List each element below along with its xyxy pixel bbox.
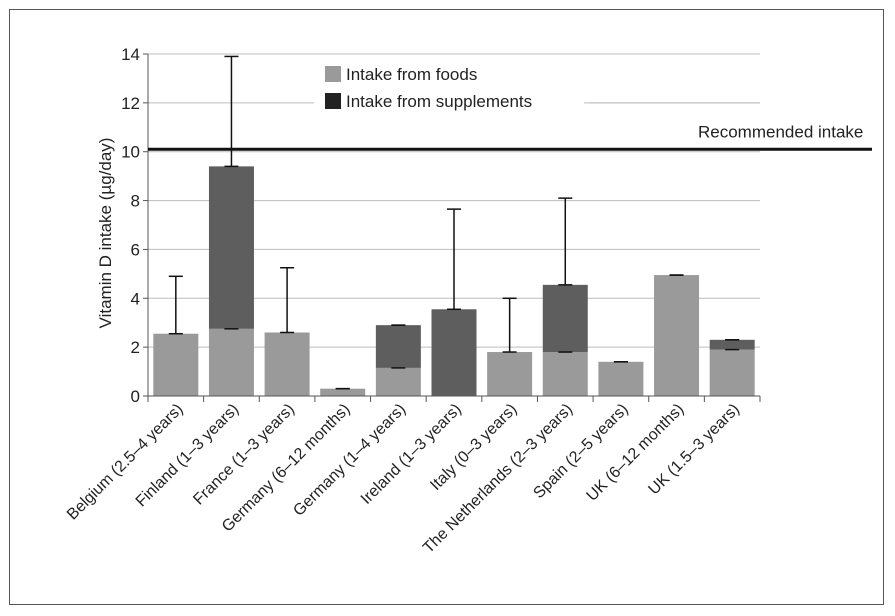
- x-tick-label: Germany (1–4 years): [290, 401, 409, 520]
- bar-foods-italy-0-3-years: [487, 352, 533, 396]
- x-tick-label: Spain (2–5 years): [530, 401, 631, 502]
- recommended-intake-label: Recommended intake: [698, 122, 863, 141]
- bar-foods-uk-1-5-3-years: [709, 349, 755, 396]
- legend: Intake from foods Intake from supplement…: [314, 58, 584, 116]
- bars: [153, 166, 755, 396]
- bar-foods-finland-1-3-years: [208, 328, 254, 396]
- bar-foods-belgium-2-5-4-years: [153, 333, 199, 396]
- y-tick-labels: 0 2 4 6 8 10 12 14: [121, 45, 140, 406]
- stacked-bar-chart: 0 2 4 6 8 10 12 14 Belgium (2.5–4 years)Finland…: [64, 45, 872, 557]
- bar-foods-the-netherlands-2-3-years: [542, 352, 588, 396]
- x-tick-label: Finland (1–3 years): [133, 401, 242, 510]
- legend-label-supplements: Intake from supplements: [346, 92, 532, 111]
- x-tick-label: UK (6–12 months): [584, 401, 688, 505]
- bar-supplements-germany-1-4-years: [375, 325, 421, 368]
- y-tick-label: 2: [131, 338, 140, 357]
- bar-supplements-finland-1-3-years: [208, 166, 254, 329]
- y-tick-label: 8: [131, 192, 140, 211]
- bar-supplements-ireland-1-3-years: [431, 309, 477, 396]
- bar-foods-spain-2-5-years: [598, 361, 644, 396]
- axes: [143, 53, 761, 402]
- legend-swatch-foods: [325, 66, 341, 82]
- bar-foods-germany-1-4-years: [375, 367, 421, 396]
- y-tick-label: 0: [131, 387, 140, 406]
- legend-swatch-supplements: [325, 93, 341, 109]
- bar-supplements-uk-1-5-3-years: [709, 339, 755, 350]
- y-tick-label: 14: [121, 45, 140, 64]
- bar-foods-germany-6-12-months: [320, 388, 366, 396]
- bar-supplements-the-netherlands-2-3-years: [542, 284, 588, 353]
- bar-foods-uk-6-12-months: [654, 275, 700, 396]
- chart-frame: 0 2 4 6 8 10 12 14 Belgium (2.5–4 years) Finland…: [9, 9, 884, 605]
- bar-foods-france-1-3-years: [264, 332, 310, 396]
- legend-label-foods: Intake from foods: [346, 65, 477, 84]
- y-tick-label: 4: [131, 289, 140, 308]
- y-axis-title: Vitamin D intake (µg/day): [96, 138, 115, 329]
- y-tick-label: 6: [131, 240, 140, 259]
- y-tick-label: 12: [121, 94, 140, 113]
- x-tick-label: Ireland (1–3 years): [358, 401, 465, 508]
- x-tick-label: France (1–3 years): [190, 401, 298, 509]
- x-tick-labels: Belgium (2.5–4 years)Finland (1–3 years)…: [64, 401, 743, 557]
- legend-background: [314, 58, 584, 116]
- error-bars: [168, 55, 740, 390]
- y-tick-label: 10: [121, 143, 140, 162]
